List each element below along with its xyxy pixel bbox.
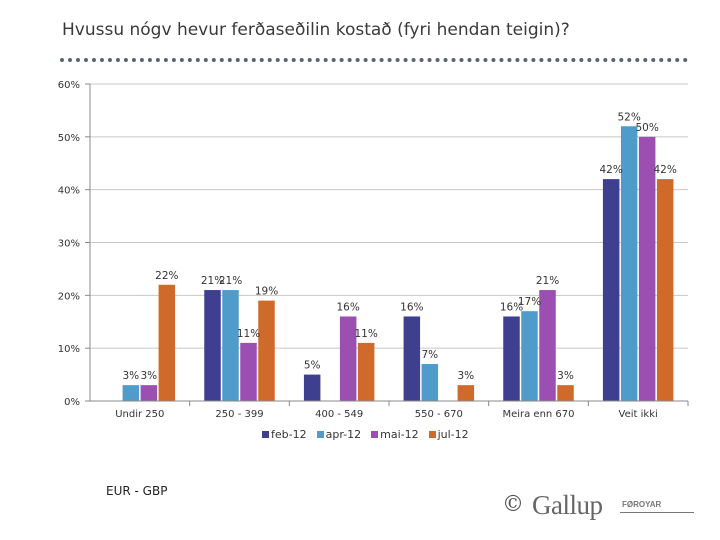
bar-apr-12-5: [620, 126, 638, 402]
bar-feb-12-2: [303, 374, 321, 401]
legend-swatch: [316, 431, 324, 438]
legend-swatch: [371, 431, 379, 438]
data-label-apr-12-0: 3%: [122, 370, 139, 382]
bar-mai-12-4: [539, 290, 556, 401]
data-label-mai-12-1: 11%: [237, 328, 260, 340]
data-label-jul-12-2: 11%: [354, 328, 377, 340]
category-label: Veit ikki: [619, 409, 658, 420]
bar-jul-12-4: [557, 385, 574, 401]
chart-title: Hvussu nógv hevur ferðaseðilin kostað (f…: [62, 20, 570, 40]
y-tick-label: 0%: [64, 397, 80, 408]
data-label-mai-12-2: 16%: [336, 301, 359, 313]
legend-label: jul-12: [437, 428, 469, 441]
data-labels: 3% 3%22% 21%21%11%19%5%16%11%16%7%3%16%17%…: [122, 111, 676, 382]
bar-mai-12-2: [339, 316, 357, 401]
copyright-icon: ©: [502, 492, 524, 517]
bar-apr-12-4: [521, 311, 538, 401]
bars: [122, 126, 674, 402]
y-tick-label: 10%: [58, 344, 80, 355]
data-label-feb-12-4: 16%: [500, 301, 523, 313]
bar-feb-12-4: [503, 316, 520, 401]
y-tick-label: 60%: [58, 80, 80, 91]
bar-apr-12-0: [122, 385, 140, 401]
bar-feb-12-5: [602, 179, 620, 401]
bar-apr-12-1: [222, 290, 239, 401]
data-label-apr-12-5: 52%: [617, 111, 640, 123]
y-tick-label: 20%: [58, 291, 80, 302]
bar-feb-12-1: [204, 290, 221, 401]
legend-label: feb-12: [271, 428, 307, 441]
bar-jul-12-3: [457, 385, 475, 401]
title-divider: [60, 58, 688, 62]
data-label-apr-12-1: 21%: [219, 275, 242, 287]
data-label-feb-12-3: 16%: [400, 301, 423, 313]
bar-feb-12-3: [403, 316, 421, 401]
category-label: 250 - 399: [215, 409, 263, 420]
legend-swatch: [428, 431, 436, 438]
legend-label: mai-12: [380, 428, 419, 441]
legend-label: apr-12: [325, 428, 362, 441]
y-tick-label: 50%: [58, 133, 80, 144]
data-label-jul-12-1: 19%: [255, 286, 278, 298]
logo-underline: [620, 512, 694, 513]
bar-mai-12-5: [638, 136, 656, 402]
y-axis-tick-labels: 0% 10% 20% 30% 40% 50% 60%: [58, 80, 80, 408]
currency-note: EUR - GBP: [106, 484, 168, 498]
gridlines: [85, 83, 688, 402]
data-label-apr-12-3: 7%: [421, 349, 438, 361]
bar-mai-12-0: [140, 385, 158, 401]
data-label-feb-12-2: 5%: [304, 360, 321, 372]
data-label-mai-12-0: 3%: [140, 370, 157, 382]
data-label-feb-12-5: 42%: [599, 164, 622, 176]
data-label-feb-12-1: 21%: [201, 275, 224, 287]
data-label-jul-12-5: 42%: [653, 164, 676, 176]
legend: feb-12 apr-12 mai-12 jul-12: [262, 428, 469, 441]
category-label: Meira enn 670: [502, 409, 574, 420]
data-label-mai-12-5: 50%: [635, 122, 658, 134]
legend-item-feb-12: feb-12: [262, 428, 307, 441]
y-tick-label: 30%: [58, 239, 80, 250]
category-label: 550 - 670: [415, 409, 463, 420]
data-label-jul-12-3: 3%: [457, 370, 474, 382]
bar-mai-12-1: [240, 342, 257, 401]
bar-jul-12-1: [258, 300, 275, 401]
legend-item-jul-12: jul-12: [428, 428, 469, 441]
y-tick-label: 40%: [58, 186, 80, 197]
bar-apr-12-3: [421, 364, 439, 401]
category-label: 400 - 549: [315, 409, 363, 420]
gallup-logo: © Gallup FØROYAR: [502, 490, 694, 526]
logo-subtitle: FØROYAR: [622, 500, 662, 509]
legend-item-apr-12: apr-12: [316, 428, 362, 441]
legend-item-mai-12: mai-12: [371, 428, 419, 441]
data-label-jul-12-0: 22%: [155, 270, 178, 282]
data-label-jul-12-4: 3%: [557, 370, 574, 382]
legend-swatch: [262, 431, 269, 438]
data-label-apr-12-4: 17%: [518, 296, 541, 308]
bar-jul-12-5: [656, 179, 674, 401]
logo-name: Gallup: [532, 490, 603, 520]
category-label: Undir 250: [115, 409, 164, 420]
bar-jul-12-2: [357, 342, 375, 401]
bar-jul-12-0: [158, 284, 176, 401]
data-label-mai-12-4: 21%: [536, 275, 559, 287]
category-labels: Undir 250 250 - 399 400 - 549 550 - 670 Meir…: [115, 401, 689, 420]
